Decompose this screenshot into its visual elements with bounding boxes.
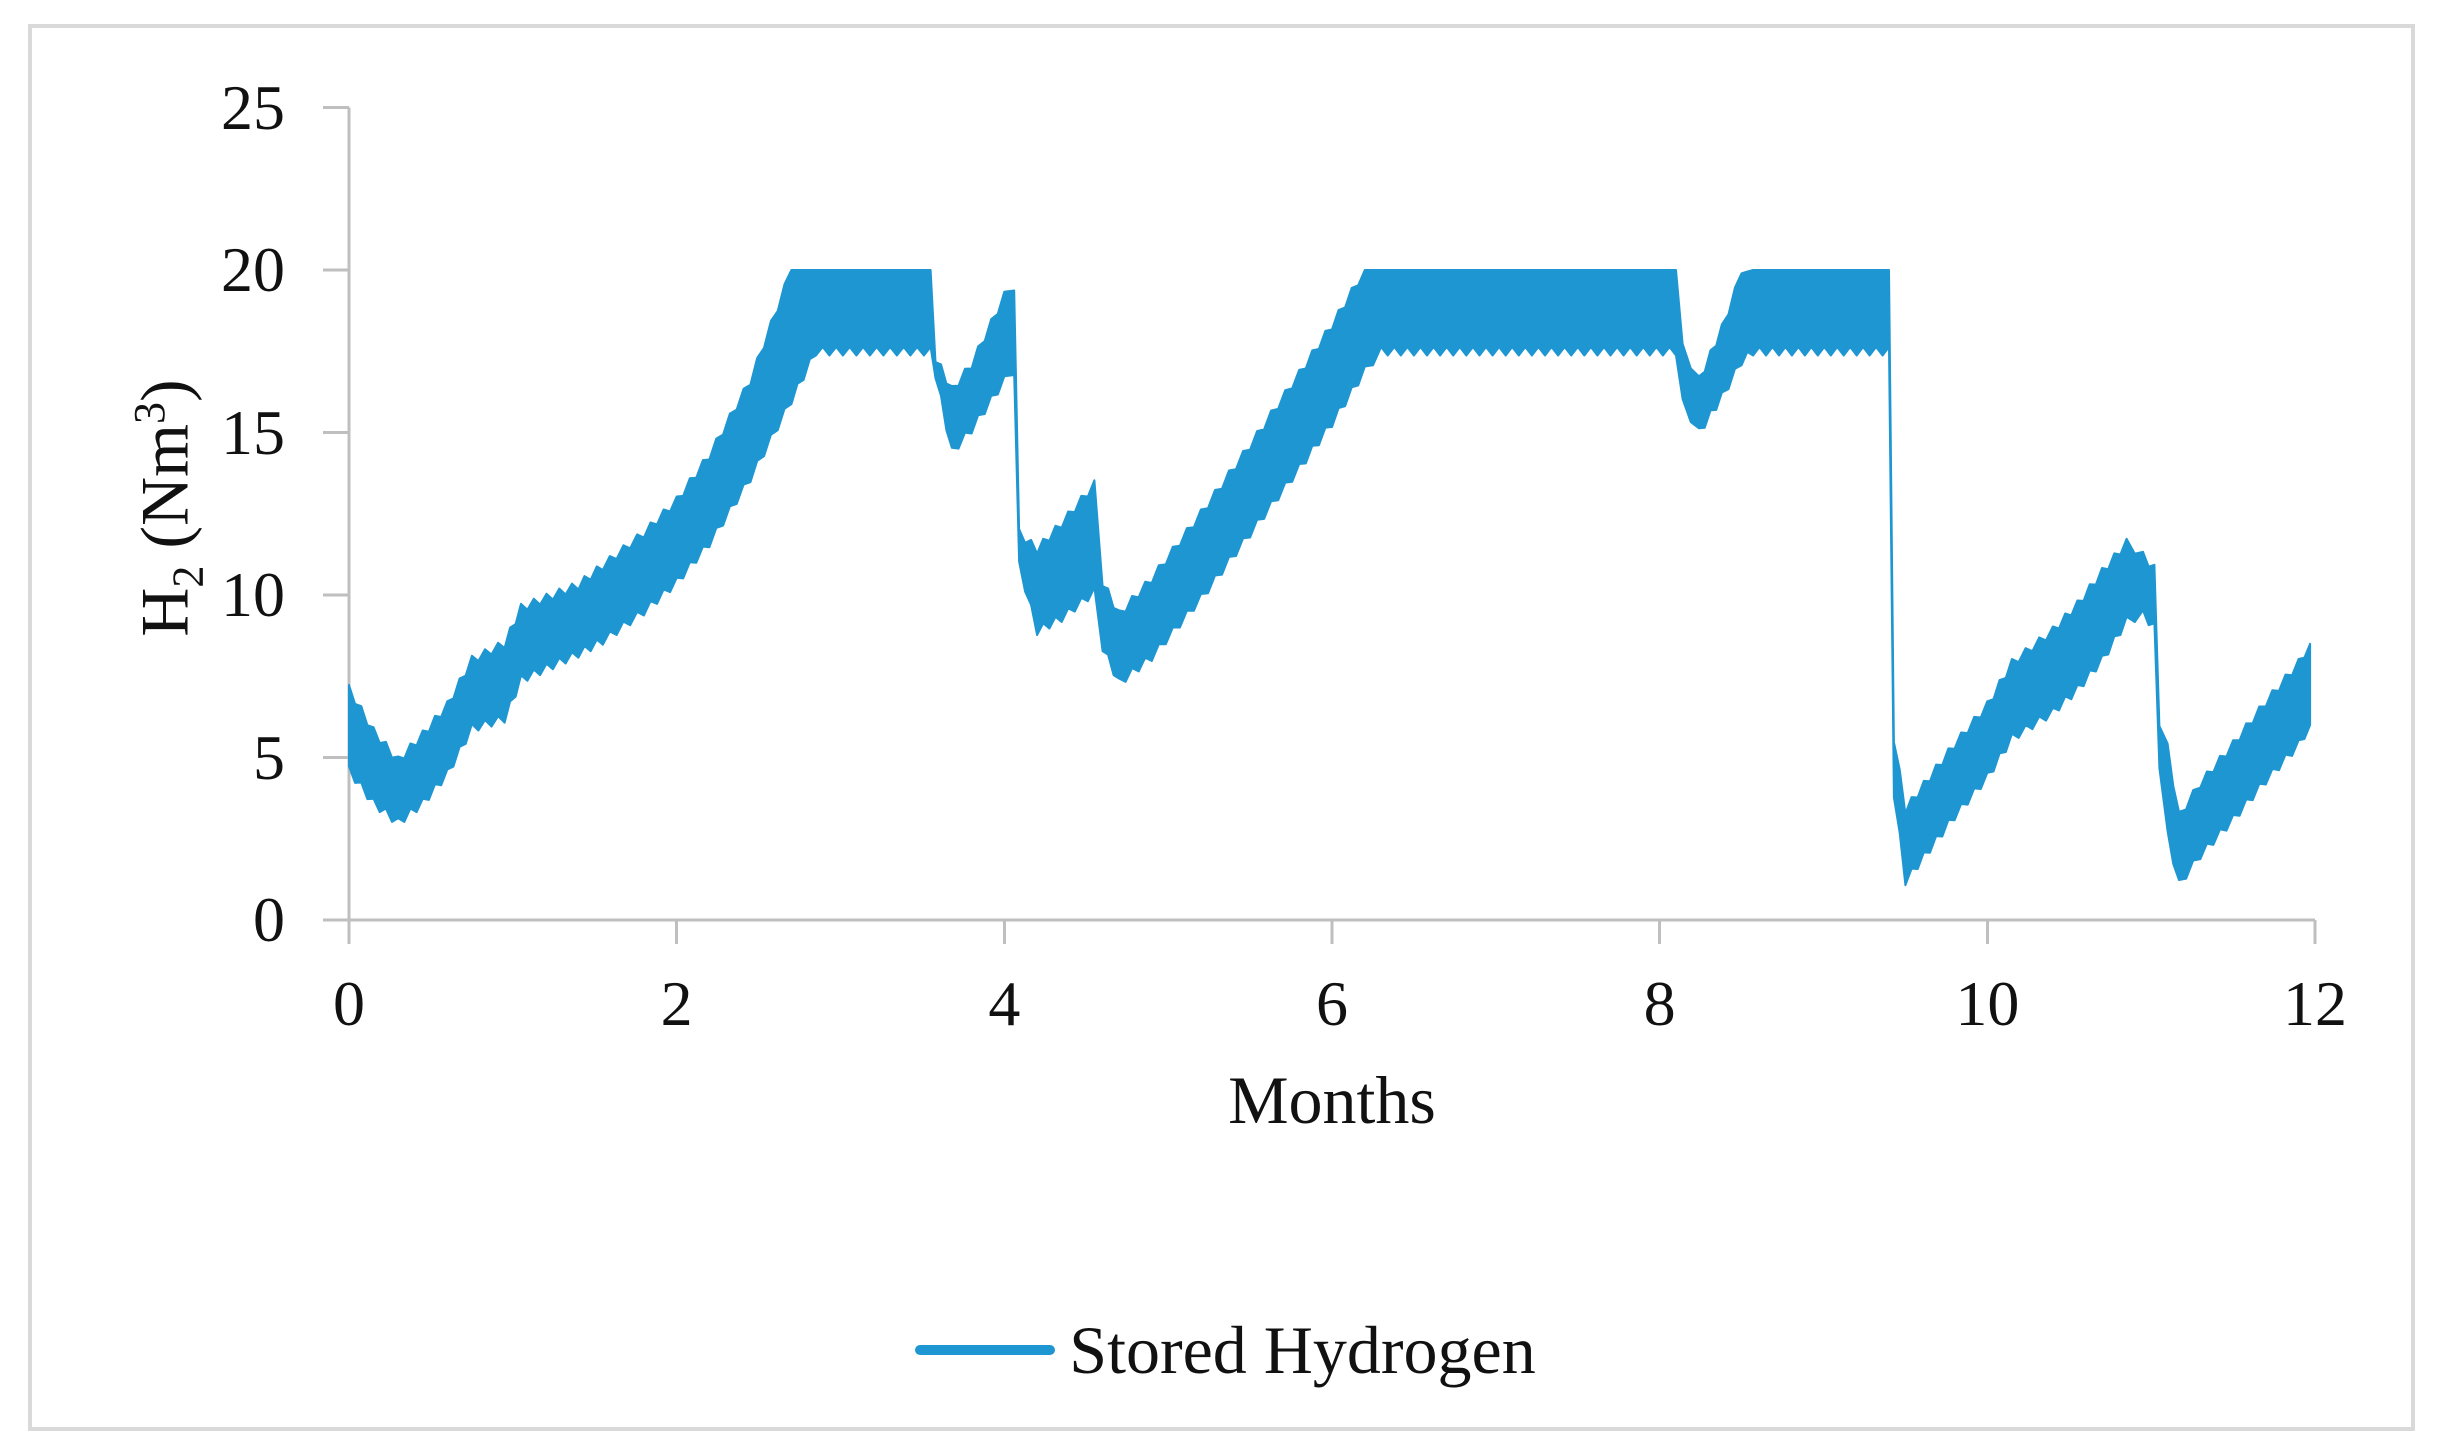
- y-tick-label-0: 0: [253, 884, 285, 955]
- stored-hydrogen-band-series: [348, 269, 2312, 887]
- x-tick-label-2: 2: [660, 968, 693, 1039]
- legend-line-swatch: [915, 1345, 1056, 1355]
- x-axis-title: Months: [1228, 1062, 1436, 1138]
- y-tick-label-5: 5: [253, 721, 285, 793]
- legend: Stored Hydrogen: [0, 1316, 2451, 1384]
- x-tick-label-8: 8: [1643, 968, 1676, 1039]
- y-tick-label-20: 20: [221, 234, 285, 305]
- y-axis-title: H2 (Nm3): [110, 248, 212, 768]
- y-tick-label-10: 10: [221, 559, 285, 630]
- axes-and-ticks: [323, 106, 2317, 944]
- y-axis-title-end: ): [126, 379, 203, 402]
- legend-label: Stored Hydrogen: [1069, 1312, 1536, 1388]
- y-tick-label-25: 25: [221, 71, 285, 143]
- x-tick-label-10: 10: [1955, 968, 2020, 1039]
- x-tick-label-12: 12: [2283, 968, 2347, 1039]
- y-tick-label-15: 15: [221, 396, 285, 468]
- x-tick-label-4: 4: [988, 968, 1021, 1039]
- x-tick-label-0: 0: [333, 968, 365, 1039]
- x-tick-label-6: 6: [1316, 968, 1348, 1039]
